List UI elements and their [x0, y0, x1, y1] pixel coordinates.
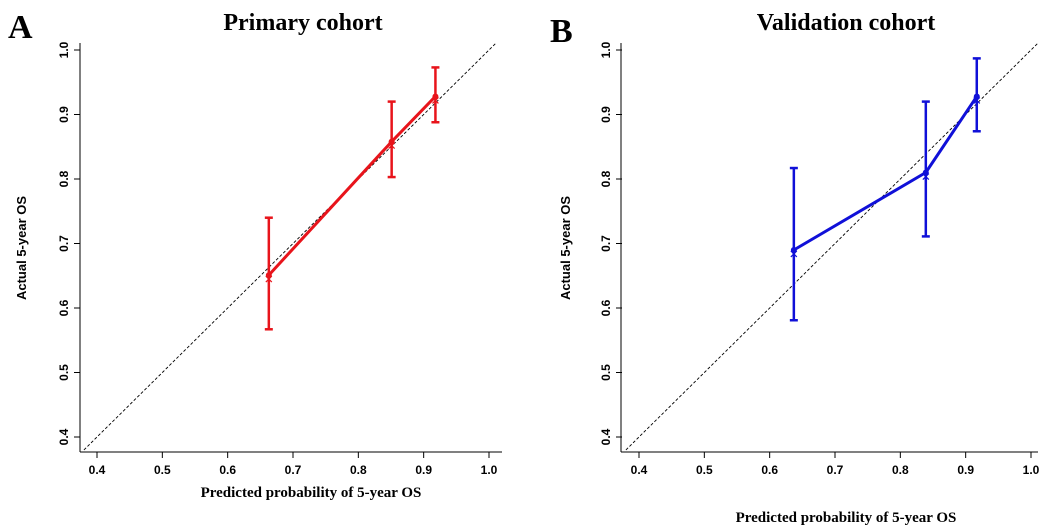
data-point [388, 138, 395, 145]
y-tick-label: 0.6 [57, 299, 71, 316]
calibration-line [793, 95, 979, 252]
y-tick-label: 0.4 [599, 428, 613, 445]
x-tick-label: 0.8 [350, 463, 367, 477]
panel-validation-cohort: B Validation cohort 0.4 0.5 0.6 0.7 0.8 0.9 1.… [550, 10, 1040, 526]
y-axis-label-a: Actual 5-year OS [14, 196, 29, 300]
x-tick-label: 1.0 [481, 463, 498, 477]
x-tick-label: 0.9 [415, 463, 432, 477]
y-tick-label: 0.9 [599, 106, 613, 123]
calibration-series-b [789, 57, 981, 322]
data-point-cross [922, 173, 930, 180]
data-point-cross [790, 250, 798, 258]
x-tick-label: 0.5 [696, 463, 713, 477]
y-tick-label: 0.7 [599, 235, 613, 252]
x-axis-label-a: Predicted probability of 5-year OS [201, 485, 422, 501]
data-point [265, 272, 272, 279]
data-point [922, 169, 929, 176]
y-tick-label: 0.7 [57, 235, 71, 252]
data-point [790, 246, 797, 253]
y-tick-label: 1.0 [599, 41, 613, 58]
x-tick-label: 0.5 [154, 463, 171, 477]
data-point-cross [973, 97, 981, 104]
tick-group-a: 0.4 0.5 0.6 0.7 0.8 0.9 1.0 0.4 0.5 0.6 0.7 0.8 0.9 1… [57, 41, 498, 477]
panel-letter-b: B [550, 13, 573, 50]
x-axis-label-b: Predicted probability of 5-year OS [736, 510, 957, 526]
x-tick-label: 0.6 [761, 463, 778, 477]
y-tick-label: 0.5 [57, 364, 71, 381]
y-tick-label: 1.0 [57, 41, 71, 58]
data-point [432, 93, 439, 100]
y-tick-label: 0.6 [599, 299, 613, 316]
y-tick-label: 0.4 [57, 428, 71, 445]
y-tick-label: 0.8 [599, 170, 613, 187]
data-point-cross [265, 275, 273, 283]
x-tick-label: 0.8 [892, 463, 909, 477]
tick-group-b: 0.4 0.5 0.6 0.7 0.8 0.9 1.0 0.4 0.5 0.6 0.7 0.8 0.9 1… [599, 41, 1040, 477]
y-tick-label: 0.8 [57, 170, 71, 187]
x-tick-label: 0.7 [827, 463, 844, 477]
x-tick-label: 1.0 [1023, 463, 1040, 477]
panel-primary-cohort: A Primary cohort 0.4 0.5 0.6 0.7 0.8 0.9 1.00.… [8, 9, 502, 501]
ideal-reference-line-b [625, 43, 1038, 451]
ideal-reference-line-a [83, 43, 496, 451]
data-point [973, 93, 980, 100]
x-tick-label: 0.6 [219, 463, 236, 477]
x-tick-label: 0.4 [631, 463, 648, 477]
calibration-line [267, 95, 437, 277]
data-point-cross [388, 142, 396, 150]
calibration-series-a [264, 66, 440, 331]
x-tick-label: 0.7 [285, 463, 302, 477]
x-tick-label: 0.4 [89, 463, 106, 477]
y-tick-label: 0.5 [599, 364, 613, 381]
data-point-cross [432, 97, 439, 104]
panel-letter-a: A [8, 9, 33, 46]
y-axis-label-b: Actual 5-year OS [558, 196, 573, 300]
y-tick-label: 0.9 [57, 106, 71, 123]
x-tick-label: 0.9 [957, 463, 974, 477]
panel-title-primary: Primary cohort [223, 10, 382, 36]
panel-title-validation: Validation cohort [757, 10, 935, 36]
